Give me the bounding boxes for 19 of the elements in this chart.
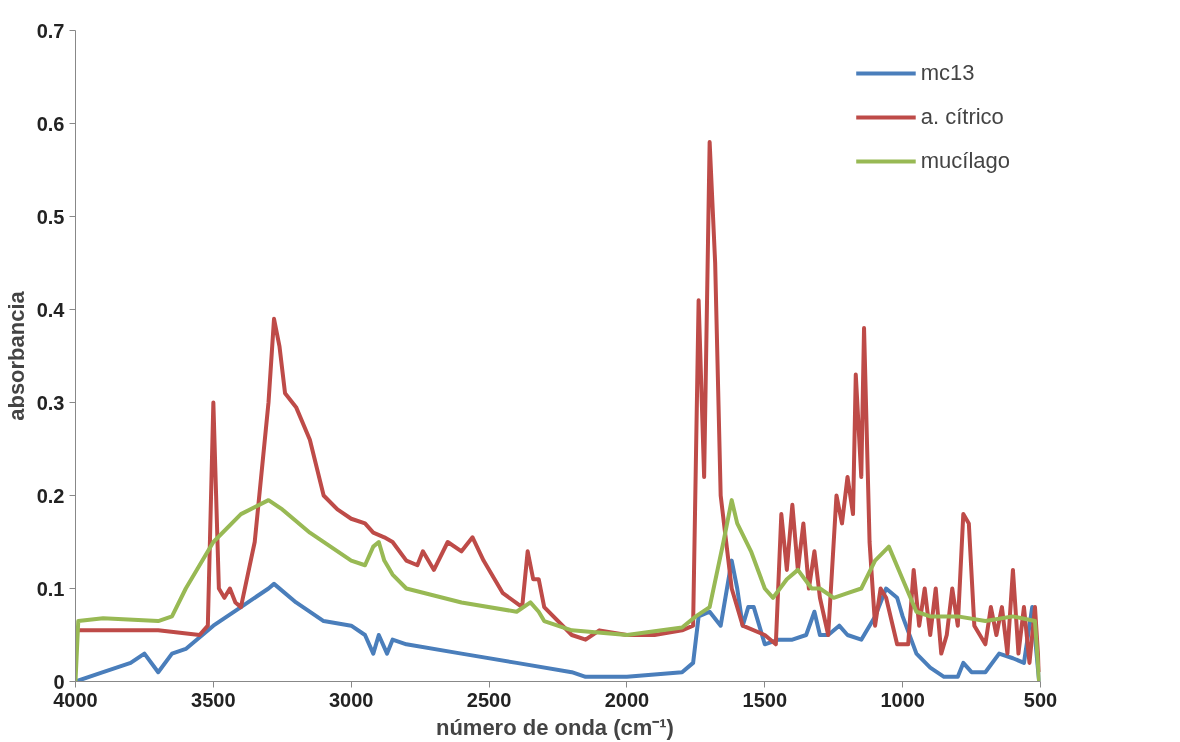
y-tick-label: 0.3 <box>36 391 65 414</box>
y-tick-label: 0.7 <box>36 19 65 42</box>
x-tick-label: 3000 <box>328 688 374 711</box>
x-axis-title: número de onda (cm⁻¹) <box>435 714 674 740</box>
y-axis-title: absorbancia <box>3 290 29 421</box>
y-tick-label: 0.5 <box>36 205 65 228</box>
y-tick-label: 0.1 <box>36 577 65 600</box>
x-tick-label: 2500 <box>466 688 512 711</box>
y-tick-label: 0.4 <box>36 298 66 321</box>
x-tick-label: 2000 <box>604 688 650 711</box>
x-tick-label: 500 <box>1023 688 1058 711</box>
legend-label: mc13 <box>920 60 975 86</box>
y-tick-label: 0.6 <box>36 112 65 135</box>
x-tick-label: 3500 <box>191 688 236 711</box>
y-tick-label: 0.2 <box>36 484 65 507</box>
legend-label: a. cítrico <box>920 104 1004 130</box>
x-tick-label: 1500 <box>742 688 788 711</box>
legend-label: mucílago <box>920 148 1010 174</box>
x-tick-label: 1000 <box>880 688 925 711</box>
